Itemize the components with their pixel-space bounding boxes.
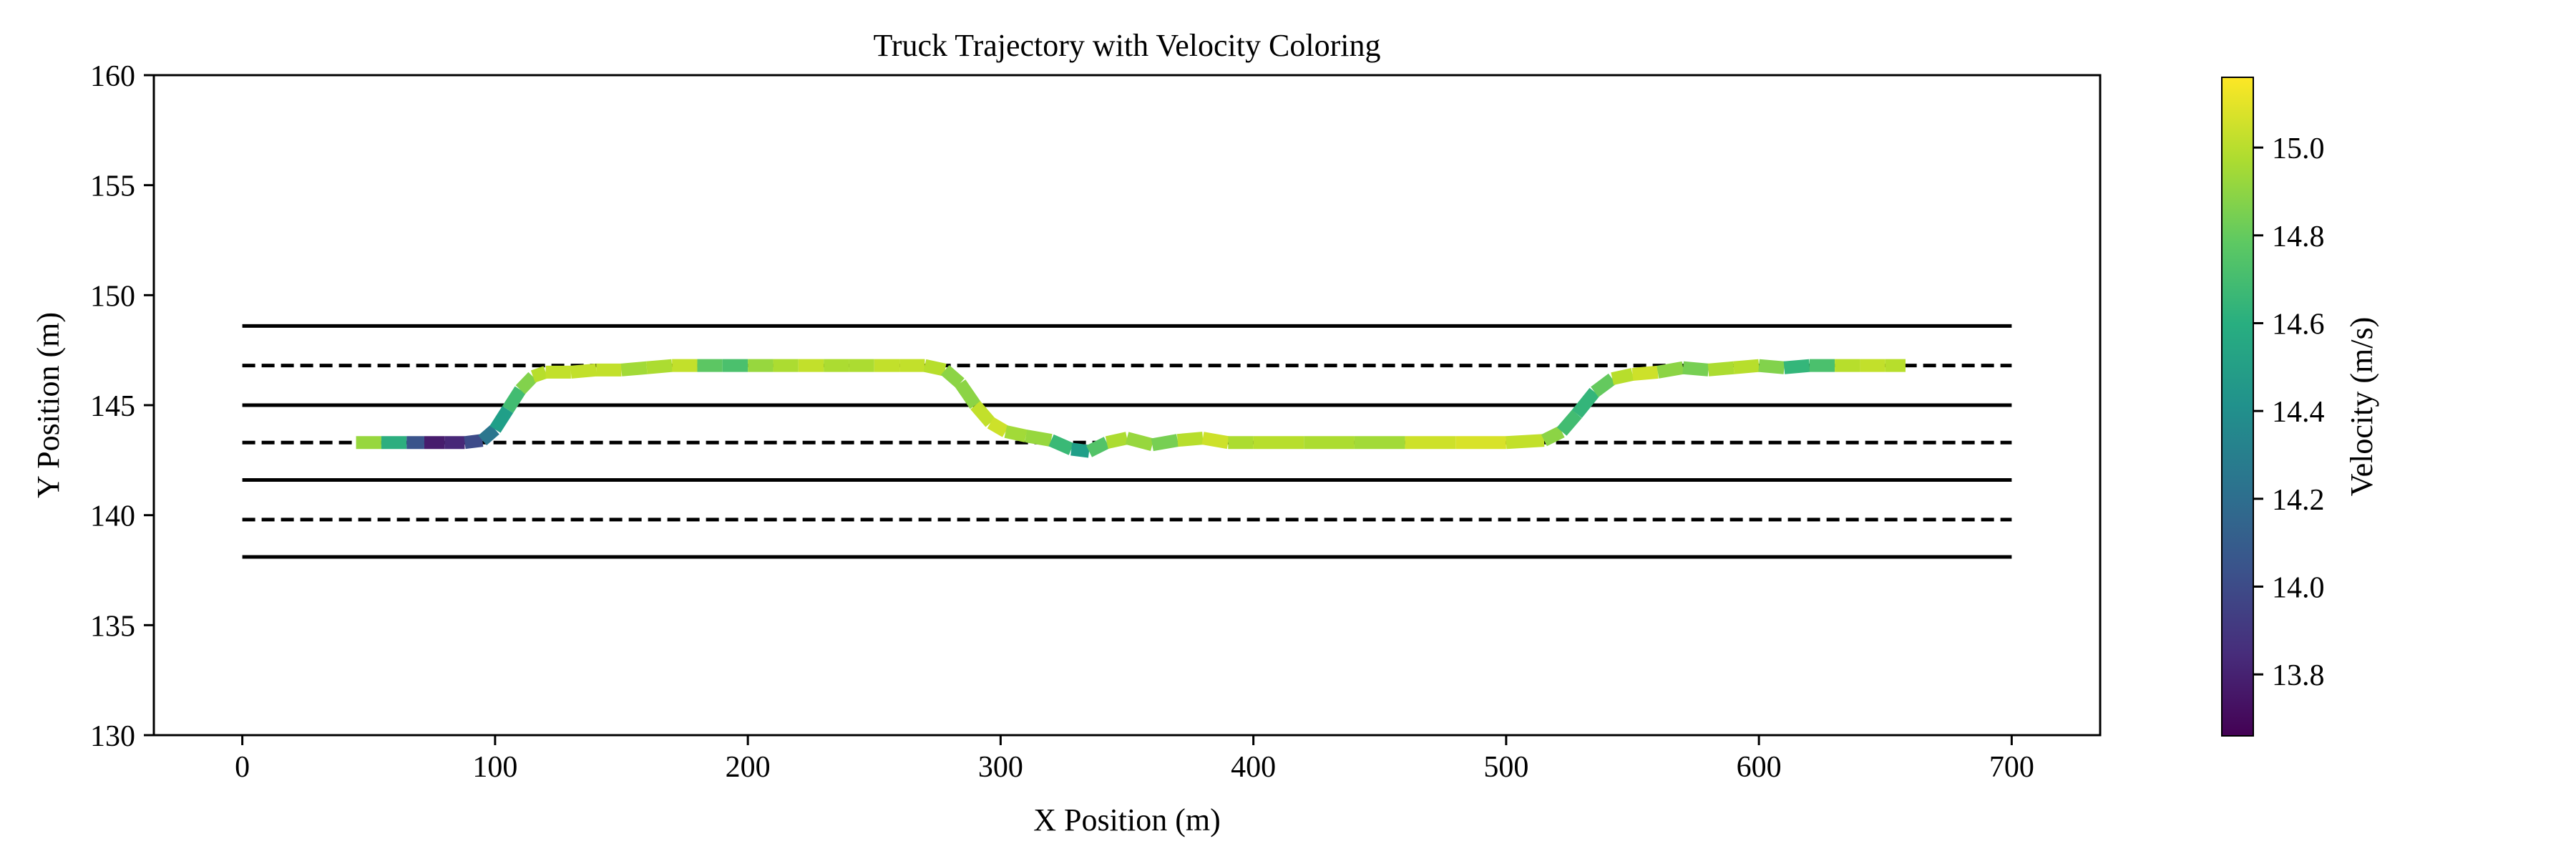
y-tick-label: 145 [90, 390, 135, 423]
x-tick-label: 100 [472, 751, 517, 784]
plot-area: 0 100 200 300 400 500 600 700 130 135 140 145 150 15… [90, 60, 2102, 784]
trajectory-segment [1506, 434, 1545, 450]
trajectory-segment [515, 372, 538, 394]
x-tick-label: 0 [235, 751, 250, 784]
x-tick-label: 200 [726, 751, 771, 784]
trajectory-segment [1682, 361, 1709, 377]
trajectory-segment [1105, 432, 1128, 450]
trajectory-segment [923, 359, 947, 377]
x-axis: 0 100 200 300 400 500 600 700 [235, 735, 2034, 784]
x-tick-label: 700 [1989, 751, 2034, 784]
trajectory-segment [620, 361, 648, 377]
x-axis-label: X Position (m) [1033, 802, 1221, 838]
colorbar-tick-label: 14.8 [2272, 220, 2325, 253]
trajectory [356, 359, 1906, 458]
trajectory-segment [478, 424, 499, 445]
trajectory-segment [646, 359, 673, 374]
trajectory-segment [1556, 409, 1582, 436]
colorbar-tick-label: 14.2 [2272, 484, 2325, 517]
trajectory-segment [1004, 425, 1028, 442]
y-tick-label: 160 [90, 60, 135, 93]
x-tick-label: 500 [1483, 751, 1528, 784]
y-tick-label: 130 [90, 720, 135, 753]
trajectory-segment [1151, 434, 1179, 452]
colorbar-tick-label: 14.6 [2272, 308, 2325, 341]
colorbar-tick-label: 14.0 [2272, 571, 2325, 604]
trajectory-segment [1707, 361, 1735, 377]
trajectory-segment [1541, 425, 1565, 447]
x-tick-label: 300 [978, 751, 1023, 784]
trajectory-segment [502, 386, 526, 413]
trajectory-segment [464, 434, 484, 450]
colorbar-tick-label: 14.4 [2272, 396, 2325, 429]
trajectory-segment [570, 363, 597, 379]
y-tick-label: 140 [90, 500, 135, 533]
colorbar-ticks: 13.8 14.0 14.2 14.4 14.6 14.8 15.0 [2253, 132, 2325, 692]
trajectory-segment [1611, 368, 1634, 385]
trajectory-segment [1657, 361, 1684, 379]
trajectory-segment [970, 401, 996, 427]
trajectory-segment [1733, 359, 1760, 374]
y-axis: 130 135 140 145 150 155 160 [90, 60, 154, 753]
trajectory-segment [1086, 437, 1110, 457]
y-tick-label: 150 [90, 280, 135, 313]
trajectory-segment [955, 379, 981, 409]
colorbar: 13.8 14.0 14.2 14.4 14.6 14.8 15.0 Velocity (m… [2221, 77, 2379, 737]
lane-lines [242, 324, 2012, 559]
trajectory-segment [489, 406, 514, 433]
colorbar-gradient [2221, 77, 2254, 737]
y-tick-label: 155 [90, 170, 135, 203]
trajectory-segment [1025, 430, 1053, 447]
trajectory-segment [1070, 442, 1091, 458]
trajectory-segment [1571, 387, 1600, 418]
trajectory-segment [1631, 365, 1659, 381]
y-tick-label: 135 [90, 610, 135, 643]
trajectory-segment [1201, 432, 1229, 450]
trajectory-segment [1591, 373, 1616, 397]
trajectory-segment [1125, 432, 1154, 452]
chart-title: Truck Trajectory with Velocity Coloring [874, 28, 1381, 63]
y-axis-label: Y Position (m) [31, 312, 66, 498]
colorbar-tick-label: 13.8 [2272, 659, 2325, 692]
colorbar-tick-label: 15.0 [2272, 132, 2325, 165]
trajectory-segment [1783, 359, 1810, 374]
trajectory-segment [530, 366, 548, 383]
colorbar-label: Velocity (m/s) [2344, 317, 2379, 497]
trajectory-segment [1048, 434, 1074, 455]
trajectory-segment [940, 365, 965, 389]
x-tick-label: 400 [1231, 751, 1276, 784]
trajectory-segment [1176, 432, 1204, 447]
trajectory-segment [1758, 359, 1785, 374]
x-tick-label: 600 [1737, 751, 1782, 784]
trajectory-segment [987, 417, 1009, 437]
